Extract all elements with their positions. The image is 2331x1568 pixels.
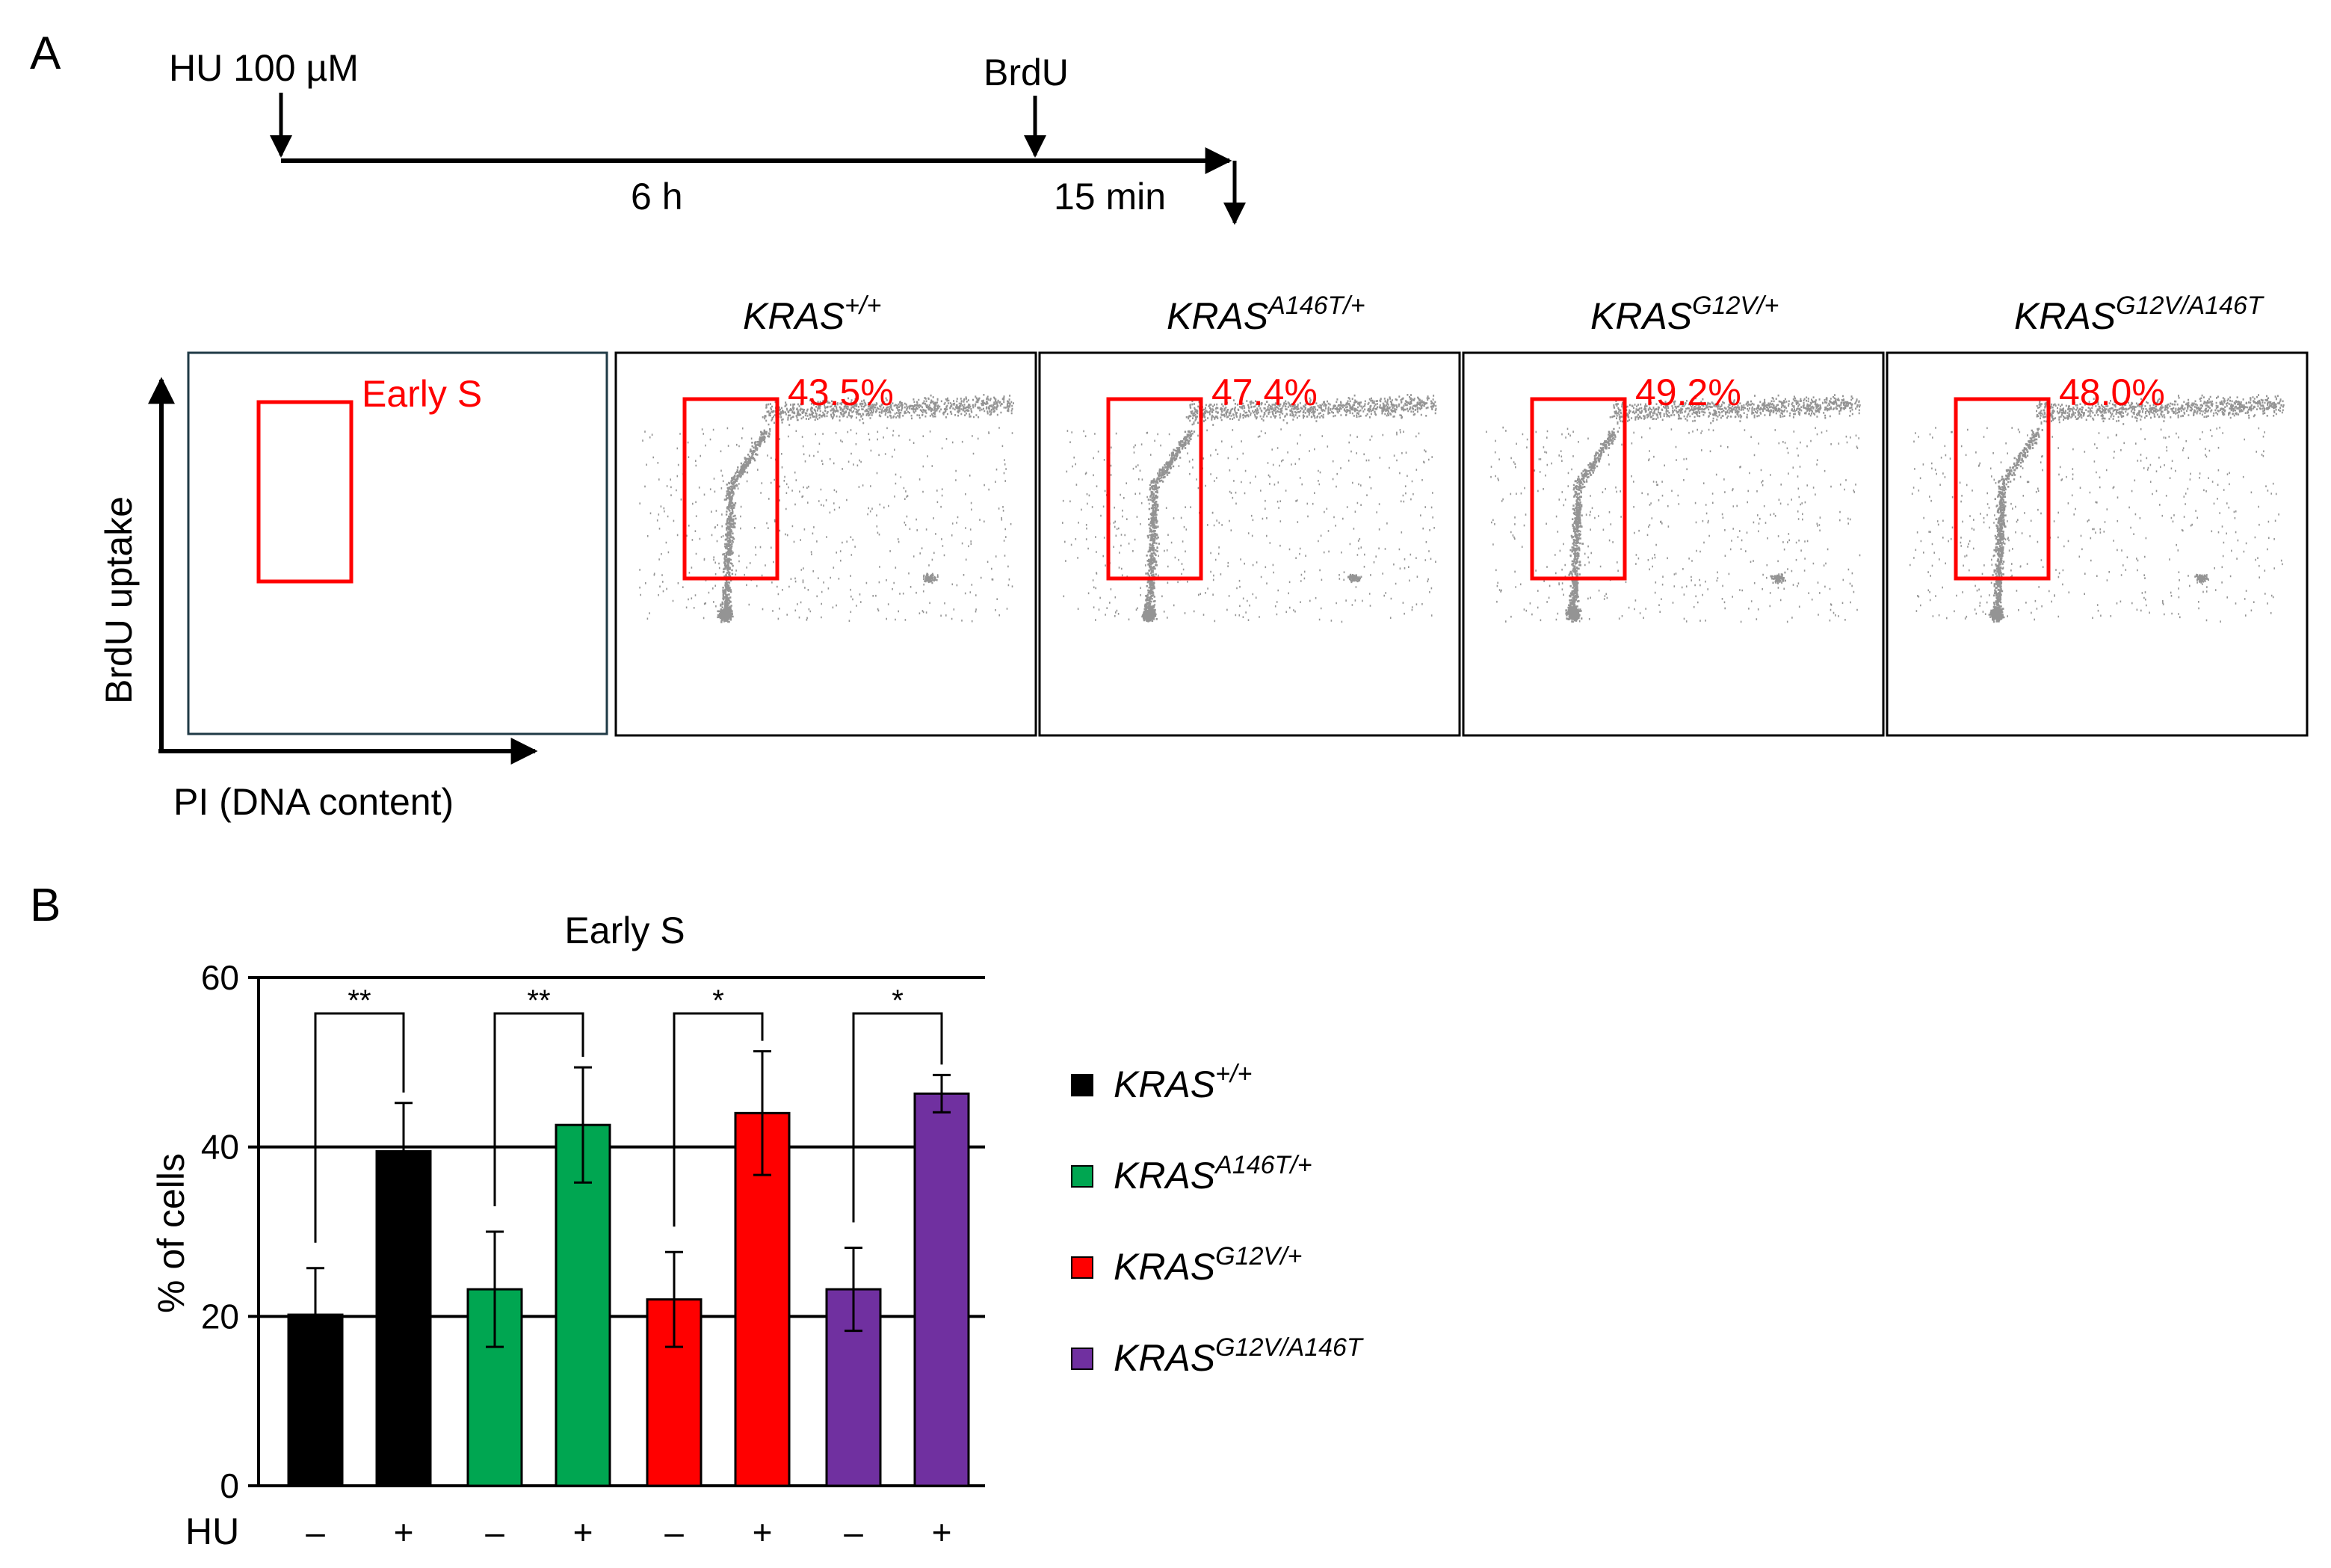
legend-swatch-4: [1071, 1348, 1093, 1370]
significance-bracket-2: [493, 1012, 584, 1206]
flow-plot-4-genotype-superscript: G12V/A146T: [2116, 291, 2264, 320]
flow-plot-3-genotype-base: KRAS: [1590, 295, 1692, 337]
flow-plot-1: KRAS+/+ 43.5%: [614, 291, 1037, 737]
error-bar-1-minus-hu: [306, 1267, 324, 1362]
chart-x-tick-labels: – + – + – + – +: [306, 1513, 951, 1552]
timeline-duration-15min: 15 min: [1054, 176, 1166, 217]
significance-bracket-3: [673, 1012, 764, 1227]
flow-plot-3-percent: 49.2%: [1635, 371, 1741, 413]
flow-plots: KRAS+/+43.5%KRASA146T/+47.4%KRASG12V/+49…: [614, 291, 2309, 737]
legend-swatch-2: [1071, 1165, 1093, 1188]
significance-stars-4: *: [892, 984, 904, 1017]
panel-b-letter: B: [30, 880, 61, 931]
chart-y-tick-label: 0: [220, 1466, 239, 1505]
flow-plot-3-genotype: KRASG12V/+: [1590, 291, 1779, 337]
hu-tick-label: –: [485, 1513, 504, 1552]
legend-label-3: KRASG12V/+: [1114, 1242, 1302, 1288]
flow-plot-3-genotype-superscript: G12V/+: [1692, 291, 1779, 320]
chart-y-tick-label: 20: [201, 1297, 239, 1336]
hu-tick-label: +: [753, 1513, 773, 1552]
chart-y-tick-label: 40: [201, 1128, 239, 1167]
flow-plot-1-percent: 43.5%: [788, 371, 894, 413]
legend-label-1-superscript: +/+: [1215, 1060, 1252, 1088]
flow-plot-4-events: [1909, 394, 2285, 623]
timeline-brdu-label: BrdU: [984, 52, 1069, 93]
chart-y-tick-label: 60: [201, 958, 239, 997]
chart-significance: ** ** * *: [314, 984, 943, 1243]
legend-label-2: KRASA146T/+: [1114, 1151, 1312, 1197]
scheme-x-axis-label: PI (DNA content): [173, 781, 454, 823]
error-bar-4-plus-hu: [933, 1073, 951, 1114]
legend-label-2-base: KRAS: [1114, 1155, 1215, 1197]
error-bar-4-minus-hu: [845, 1247, 862, 1333]
flow-plot-2-percent: 47.4%: [1211, 371, 1318, 413]
chart-legend: KRAS+/+KRASA146T/+KRASG12V/+KRASG12V/A14…: [1071, 1060, 1364, 1379]
timeline-duration-6h: 6 h: [631, 176, 683, 217]
flow-plot-3: KRASG12V/+ 49.2%: [1462, 291, 1885, 737]
legend-label-1-base: KRAS: [1114, 1064, 1215, 1105]
flow-plot-2-genotype-superscript: A146T/+: [1267, 291, 1365, 320]
flow-plot-2-genotype: KRASA146T/+: [1167, 291, 1365, 337]
timeline-hu-label: HU 100 µM: [169, 47, 359, 89]
legend-label-3-superscript: G12V/+: [1215, 1242, 1302, 1271]
flow-plot-2: KRASA146T/+ 47.4%: [1038, 291, 1461, 737]
chart-title: Early S: [564, 910, 685, 951]
scheme-gate-box: [256, 400, 353, 584]
flow-plot-2-gate: [1106, 397, 1203, 581]
significance-stars-3: *: [712, 984, 724, 1017]
significance-bracket-4: [852, 1012, 943, 1223]
hu-tick-label: +: [932, 1513, 952, 1552]
legend-swatch-1: [1071, 1074, 1093, 1096]
flow-plot-2-events: [1062, 394, 1437, 623]
flow-plot-4-genotype: KRASG12V/A146T: [2014, 291, 2264, 337]
hu-tick-label: +: [394, 1513, 414, 1552]
flow-plot-1-gate: [682, 397, 779, 581]
flow-plot-1-genotype: KRAS+/+: [743, 291, 881, 337]
hu-tick-label: –: [306, 1513, 325, 1552]
significance-stars-2: **: [527, 984, 550, 1017]
legend-label-4: KRASG12V/A146T: [1114, 1333, 1364, 1379]
error-bar-2-plus-hu: [574, 1066, 592, 1184]
scheme-frame: [187, 351, 608, 735]
flow-plot-1-events: [639, 394, 1014, 623]
error-bar-2-minus-hu: [486, 1230, 504, 1348]
error-bar-3-plus-hu: [753, 1050, 771, 1176]
timeline: HU 100 µM BrdU 6 h 15 min: [169, 47, 1246, 225]
flow-plot-4-genotype-base: KRAS: [2014, 295, 2116, 337]
legend-label-1: KRAS+/+: [1114, 1060, 1252, 1105]
chart-error-bars: [306, 1050, 951, 1362]
error-bar-1-plus-hu: [395, 1102, 413, 1201]
chart-y-axis-label: % of cells: [150, 1153, 192, 1313]
significance-bracket-1: [314, 1012, 405, 1243]
significance-stars-1: **: [348, 984, 371, 1017]
gating-scheme: Early S BrdU uptake PI (DNA content): [98, 351, 608, 823]
chart-hu-row-label: HU: [185, 1510, 239, 1552]
legend-label-4-superscript: G12V/A146T: [1215, 1333, 1364, 1362]
flow-plot-1-genotype-base: KRAS: [743, 295, 845, 337]
flow-plot-1-genotype-superscript: +/+: [845, 291, 881, 320]
flow-plot-3-gate: [1530, 397, 1627, 581]
flow-plot-4: KRASG12V/A146T 48.0%: [1886, 291, 2309, 737]
flow-plot-4-gate: [1954, 397, 2051, 581]
chart-bars: [287, 1092, 970, 1487]
bar-1-plus-hu: [375, 1149, 432, 1487]
legend-label-3-base: KRAS: [1114, 1246, 1215, 1288]
flow-plot-4-percent: 48.0%: [2059, 371, 2165, 413]
scheme-y-axis-label: BrdU uptake: [98, 496, 140, 704]
bar-2-plus-hu: [555, 1123, 611, 1487]
hu-tick-label: –: [844, 1513, 863, 1552]
legend-label-4-base: KRAS: [1114, 1337, 1215, 1379]
legend-label-2-superscript: A146T/+: [1214, 1151, 1312, 1179]
hu-tick-label: –: [664, 1513, 684, 1552]
scheme-gate-label: Early S: [362, 373, 482, 415]
hu-tick-label: +: [573, 1513, 593, 1552]
flow-plot-3-events: [1486, 394, 1861, 623]
flow-plot-2-genotype-base: KRAS: [1167, 295, 1268, 337]
bar-4-plus-hu: [913, 1092, 970, 1487]
legend-swatch-3: [1071, 1256, 1093, 1279]
panel-a-letter: A: [30, 28, 61, 79]
error-bar-3-minus-hu: [665, 1250, 683, 1348]
